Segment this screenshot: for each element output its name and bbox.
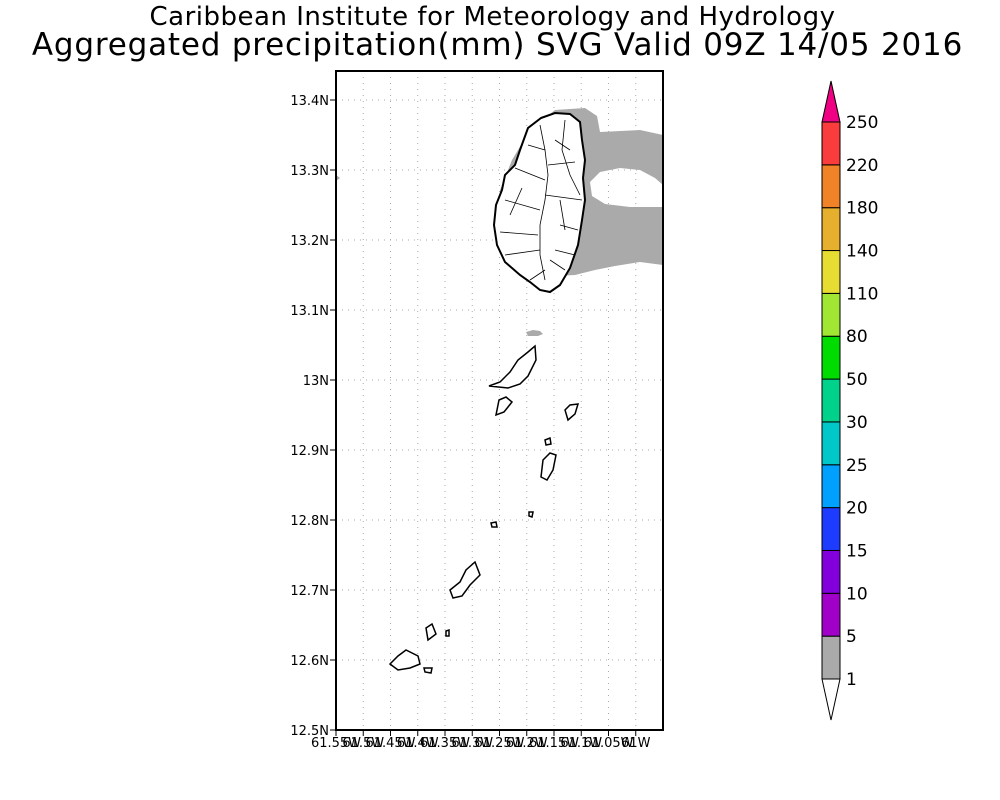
lon-tick-label: 61.45W <box>365 736 415 751</box>
lat-tick-label: 13.1N <box>290 304 329 319</box>
colorbar-label: 5 <box>846 627 857 647</box>
colorbar-below-arrow <box>821 678 841 721</box>
colorbar-label: 1 <box>846 670 857 690</box>
bequia-island <box>488 344 537 389</box>
colorbar-segment <box>821 592 841 637</box>
colorbar-label: 220 <box>846 156 878 176</box>
saint-vincent-island <box>492 111 587 294</box>
lon-tick-label: 61.05W <box>583 736 633 751</box>
latitude-axis: 13.4N 13.3N 13.2N 13.1N 13N 12.9N 12.8N 12.7N 12… <box>290 94 336 739</box>
colorbar-segment <box>821 121 841 166</box>
colorbar-segment <box>821 421 841 466</box>
colorbar-label: 140 <box>846 242 878 262</box>
lon-tick-label: 61.35W <box>420 736 470 751</box>
colorbar-label: 250 <box>846 113 878 133</box>
colorbar-segment <box>821 292 841 337</box>
lon-tick-label: 61.1W <box>560 736 602 751</box>
lon-tick-label: 61.3W <box>451 736 493 751</box>
colorbar-label: 30 <box>846 413 868 433</box>
lat-tick-label: 13.3N <box>290 164 329 179</box>
colorbar-above-arrow <box>821 80 841 123</box>
lat-tick-label: 12.8N <box>290 514 329 529</box>
mustique-islet <box>544 436 552 446</box>
lon-tick-label: 61.25W <box>474 736 524 751</box>
petite-martinique-islet <box>423 667 433 674</box>
colorbar-label: 15 <box>846 541 868 561</box>
lon-tick-label: 61.15W <box>529 736 579 751</box>
colorbar-segment <box>821 207 841 252</box>
carriacou-islet <box>445 628 450 637</box>
saint-vincent-coastline <box>492 111 587 294</box>
colorbar-segment <box>821 635 841 680</box>
colorbar-label: 20 <box>846 499 868 519</box>
lat-tick-label: 12.6N <box>290 654 329 669</box>
lat-tick-label: 13N <box>303 374 329 389</box>
mayreau-island <box>490 521 498 528</box>
lon-tick-label: 61.5W <box>342 736 384 751</box>
lat-tick-label: 12.7N <box>290 584 329 599</box>
saint-vincent-river-basins <box>499 119 583 281</box>
product-title: Aggregated precipitation(mm) SVG Valid 0… <box>31 27 964 63</box>
colorbar-label: 10 <box>846 584 868 604</box>
colorbar-label: 110 <box>846 284 878 304</box>
lat-tick-label: 13.2N <box>290 234 329 249</box>
colorbar-segment <box>821 507 841 551</box>
map-gridlines <box>336 71 663 730</box>
petite-martinique-island <box>388 649 421 671</box>
lon-tick-label: 61.55W <box>311 736 361 751</box>
lat-tick-label: 12.9N <box>290 444 329 459</box>
colorbar-segment <box>821 378 841 423</box>
colorbar-segment <box>821 549 841 594</box>
carriacou-island <box>425 622 437 642</box>
colorbar-segment <box>821 335 841 380</box>
mustique-island <box>564 403 580 422</box>
lon-tick-label: 61.4W <box>397 736 439 751</box>
colorbar-label: 25 <box>846 456 868 476</box>
grenadines-islands <box>388 344 580 674</box>
lon-tick-label: 61W <box>621 736 651 751</box>
bequia-islet <box>494 396 514 417</box>
lat-tick-label: 12.5N <box>290 724 329 739</box>
longitude-axis: 61.55W61.5W61.45W61.4W61.35W61.3W61.25W6… <box>311 730 651 751</box>
colorbar-label: 180 <box>846 199 878 219</box>
colorbar-segment <box>821 464 841 509</box>
lat-tick-label: 13.4N <box>290 94 329 109</box>
canouan-islet <box>528 511 534 518</box>
institution-title: Caribbean Institute for Meteorology and … <box>149 2 836 32</box>
colorbar-segment <box>821 250 841 294</box>
colorbar-label: 80 <box>846 327 868 347</box>
union-island <box>449 560 481 599</box>
canouan-island <box>540 452 557 481</box>
lon-tick-label: 61.2W <box>506 736 548 751</box>
colorbar-label: 50 <box>846 370 868 390</box>
colorbar-segment <box>821 164 841 209</box>
precip-area-small <box>526 330 543 336</box>
